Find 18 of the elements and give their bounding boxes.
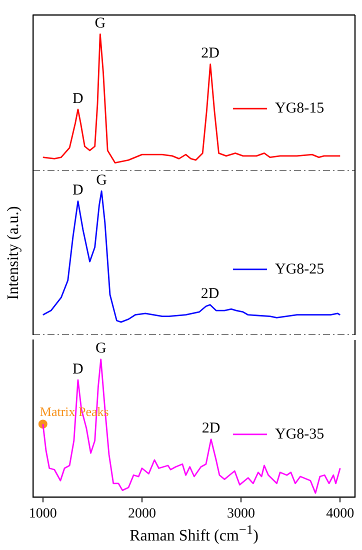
annotation: G	[95, 340, 106, 357]
annotation: D	[72, 90, 84, 107]
annotation: D	[72, 361, 84, 378]
annotation: 2D	[202, 420, 220, 437]
legend-label: YG8-15	[275, 100, 324, 117]
annotation: 2D	[201, 46, 220, 62]
annotation: 2D	[200, 286, 220, 302]
x-axis-title: Raman Shift (cm$^{−1}$)	[128, 522, 260, 546]
x-tick-label: 3000	[227, 506, 256, 522]
legend-label: YG8-35	[275, 426, 324, 442]
x-tick-label: 4000	[326, 506, 354, 522]
x-tick-label: 2000	[128, 506, 156, 522]
x-tick-label: 1000	[28, 506, 57, 522]
y-axis-title: Intensity (a.u.)	[4, 205, 23, 302]
annotation: G	[94, 16, 106, 32]
annotation: G	[96, 172, 108, 189]
legend-label: YG8-25	[275, 261, 324, 278]
annotation: D	[72, 182, 84, 199]
